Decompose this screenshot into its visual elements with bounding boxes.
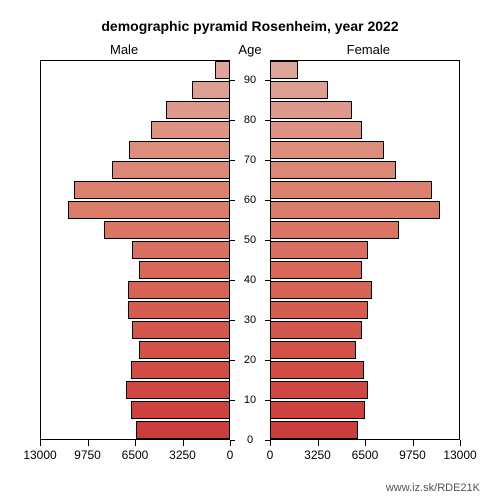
x-tick-label: 9750 [399, 448, 426, 462]
y-tick [230, 400, 235, 401]
female-bar [270, 261, 362, 279]
y-tick [230, 440, 235, 441]
y-tick [265, 200, 270, 201]
female-bar [270, 221, 399, 239]
female-bar [270, 401, 365, 419]
male-bar [132, 321, 230, 339]
x-tick-label: 13000 [23, 448, 56, 462]
female-bar [270, 281, 372, 299]
y-tick-label: 90 [244, 74, 256, 86]
y-tick [230, 120, 235, 121]
female-bar [270, 201, 440, 219]
female-bar [270, 301, 368, 319]
male-bar [104, 221, 230, 239]
male-bar [192, 81, 230, 99]
female-bar [270, 381, 368, 399]
female-bar [270, 121, 362, 139]
x-tick-label: 13000 [443, 448, 476, 462]
y-tick [230, 280, 235, 281]
y-tick [265, 280, 270, 281]
y-tick-label: 20 [244, 354, 256, 366]
footer-link: www.iz.sk/RDE21K [386, 482, 480, 494]
male-bar [151, 121, 230, 139]
population-pyramid-chart: { "chart": { "type": "population-pyramid… [0, 0, 500, 500]
female-bar [270, 321, 362, 339]
y-tick-label: 40 [244, 274, 256, 286]
y-tick [265, 160, 270, 161]
female-label: Female [347, 42, 390, 57]
male-bar [128, 281, 230, 299]
x-tick-label: 9750 [74, 448, 101, 462]
male-bar [139, 261, 230, 279]
x-tick-label: 6500 [122, 448, 149, 462]
male-bar [128, 301, 230, 319]
x-tick [183, 440, 184, 446]
x-tick [318, 440, 319, 446]
male-label: Male [110, 42, 138, 57]
y-tick [265, 360, 270, 361]
female-bar [270, 341, 356, 359]
female-bar [270, 181, 432, 199]
x-tick-label: 0 [227, 448, 234, 462]
x-tick-label: 3250 [304, 448, 331, 462]
y-tick-label: 10 [244, 394, 256, 406]
x-tick [270, 440, 271, 446]
female-bar [270, 421, 358, 439]
male-bar [136, 421, 230, 439]
y-tick [265, 240, 270, 241]
male-bar [131, 361, 230, 379]
male-bar [126, 381, 230, 399]
chart-title: demographic pyramid Rosenheim, year 2022 [0, 18, 500, 34]
male-bar [129, 141, 230, 159]
y-tick [230, 240, 235, 241]
male-bar [215, 61, 230, 79]
x-tick [135, 440, 136, 446]
female-bar [270, 161, 396, 179]
male-bar [68, 201, 230, 219]
y-tick [230, 80, 235, 81]
x-tick-label: 0 [267, 448, 274, 462]
x-tick [40, 440, 41, 446]
male-bar [131, 401, 230, 419]
female-bar [270, 81, 328, 99]
y-tick [230, 200, 235, 201]
male-bar [139, 341, 230, 359]
x-tick-label: 3250 [169, 448, 196, 462]
y-tick-label: 0 [247, 434, 253, 446]
male-bar [132, 241, 230, 259]
y-tick-label: 30 [244, 314, 256, 326]
y-tick [230, 160, 235, 161]
male-bar [74, 181, 230, 199]
y-tick [265, 400, 270, 401]
y-tick-label: 70 [244, 154, 256, 166]
y-tick-label: 80 [244, 114, 256, 126]
y-tick-label: 60 [244, 194, 256, 206]
y-tick-label: 50 [244, 234, 256, 246]
y-tick [265, 320, 270, 321]
male-bar [112, 161, 230, 179]
y-tick [230, 320, 235, 321]
y-tick [230, 360, 235, 361]
female-bar [270, 141, 384, 159]
x-tick [460, 440, 461, 446]
x-tick [88, 440, 89, 446]
age-label: Age [238, 42, 261, 57]
female-bar [270, 101, 352, 119]
female-bar [270, 241, 368, 259]
y-tick [265, 120, 270, 121]
x-tick [413, 440, 414, 446]
female-bar [270, 61, 298, 79]
x-tick-label: 6500 [352, 448, 379, 462]
y-tick [265, 440, 270, 441]
male-bar [166, 101, 230, 119]
female-bar [270, 361, 364, 379]
y-tick [265, 80, 270, 81]
x-tick [365, 440, 366, 446]
